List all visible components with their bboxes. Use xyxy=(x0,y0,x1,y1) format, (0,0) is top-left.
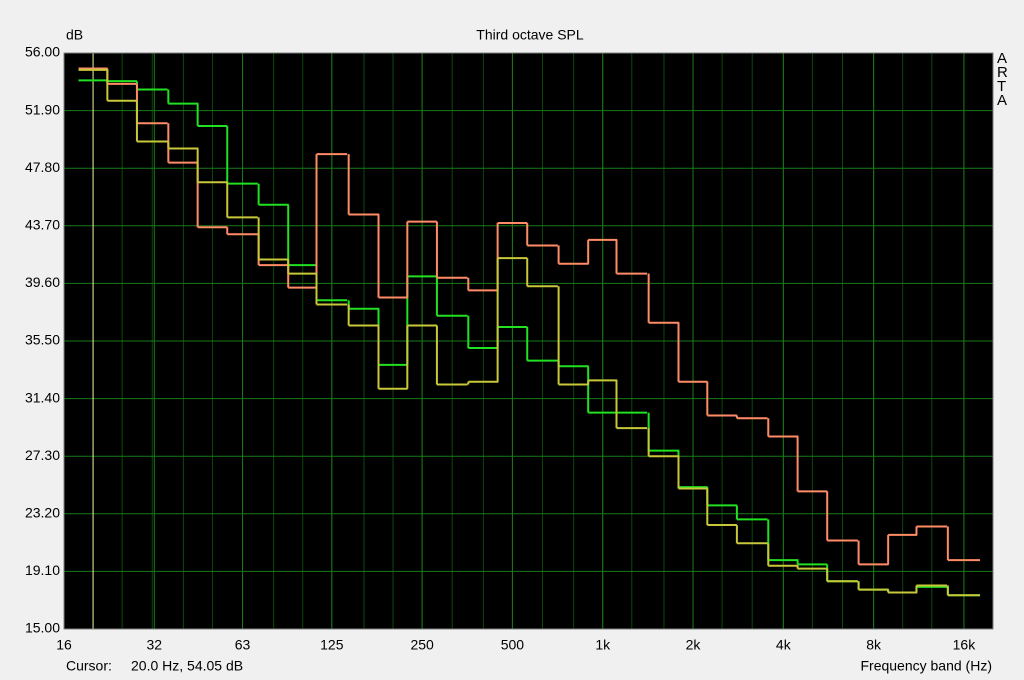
y-tick-label: 15.00 xyxy=(25,620,60,636)
y-tick-label: 56.00 xyxy=(25,44,60,60)
cursor-label: Cursor: xyxy=(66,658,112,674)
x-tick-label: 63 xyxy=(235,637,251,653)
y-tick-label: 23.20 xyxy=(25,505,60,521)
cursor-readout: 20.0 Hz, 54.05 dB xyxy=(131,658,243,674)
y-tick-label: 43.70 xyxy=(25,217,60,233)
y-tick-label: 51.90 xyxy=(25,101,60,117)
x-tick-label: 16k xyxy=(953,637,977,653)
x-tick-label: 16 xyxy=(56,637,72,653)
x-tick-label: 500 xyxy=(501,637,525,653)
y-tick-label: 31.40 xyxy=(25,389,60,405)
plot-border xyxy=(63,52,994,630)
x-tick-label: 2k xyxy=(686,637,702,653)
x-tick-label: 32 xyxy=(147,637,163,653)
chart-title: Third octave SPL xyxy=(476,27,584,43)
y-tick-label: 27.30 xyxy=(25,447,60,463)
y-tick-label: 47.80 xyxy=(25,159,60,175)
x-tick-label: 125 xyxy=(320,637,344,653)
brand: ARTA xyxy=(997,50,1008,109)
y-tick-label: 35.50 xyxy=(25,332,60,348)
x-tick-label: 1k xyxy=(595,637,611,653)
x-tick-label: 8k xyxy=(866,637,882,653)
x-tick-label: 250 xyxy=(410,637,434,653)
y-tick-label: 19.10 xyxy=(25,562,60,578)
x-tick-label: 4k xyxy=(776,637,792,653)
y-tick-label: 39.60 xyxy=(25,274,60,290)
y-axis-label: dB xyxy=(66,27,83,43)
x-axis-label: Frequency band (Hz) xyxy=(860,658,992,674)
